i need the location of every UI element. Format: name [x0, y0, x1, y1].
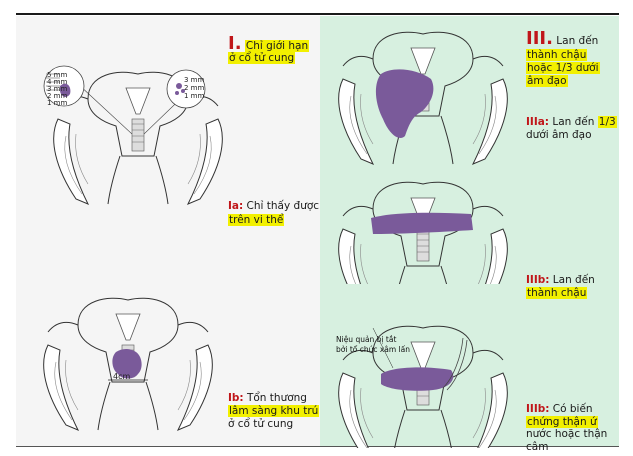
pelvis-diagram-stage-ib: [43, 297, 213, 431]
top-rule: [16, 13, 619, 15]
depth-2mm-label: 2 mm: [47, 92, 68, 100]
stage-iiia-label-line2: dưới âm đạo: [526, 129, 592, 141]
stage-i-label-line2: ở cổ tử cung: [228, 52, 296, 64]
right-panel: [320, 16, 619, 446]
pelvis-diagram-stage-iiib-kidney: [338, 325, 508, 448]
stage-ia-label-line2: trên vi thể: [228, 214, 285, 226]
stage-iiib-kidney-label: IIIb: Có biến: [526, 403, 593, 415]
microscopic-inset-right: [166, 69, 206, 109]
stage-ib-label: Ib: Tổn thương: [228, 392, 307, 404]
stage-iiib-wall-label-line2: thành chậu: [526, 287, 588, 299]
stage-iiib-kidney-label-line3: nước hoặc thận câm: [526, 428, 608, 453]
ureter-note-line2: bởi tổ chức xâm lấn: [336, 345, 411, 354]
depth-3mm-label: 3 mm: [47, 85, 68, 93]
pelvis-diagram-stage-iii: [338, 31, 508, 165]
tumor-size-label: 4cm: [113, 372, 131, 381]
bottom-rule: [16, 446, 619, 447]
depth-1mm-label: 1 mm: [47, 99, 68, 107]
stage-iiib-wall-label: IIIb: Lan đến: [526, 274, 595, 286]
stage-iiib-kidney-label-line2: chứng thận ứ: [526, 416, 598, 428]
depth-5mm-label: 5 mm: [47, 71, 68, 79]
depth-4mm-label: 4 mm: [47, 78, 68, 86]
radius-1mm-label: 1 mm: [184, 92, 205, 100]
radius-2mm-label: 2 mm: [184, 84, 205, 92]
stage-iiib-kidney-label-line4-inline: câm: [526, 441, 549, 453]
stage-ib-label-line3: ở cổ tử cung: [228, 418, 294, 430]
pelvis-diagram-stage-iiib-wall: [338, 181, 508, 284]
stage-iii-label-line2: thành chậu: [526, 49, 588, 61]
stage-iii-label: III. Lan đến: [526, 28, 599, 49]
stage-ib-label-line2: lâm sàng khu trú: [228, 405, 320, 417]
stage-iiia-label: IIIa: Lan đến 1/3: [526, 116, 617, 128]
microscopic-inset-left: [43, 65, 85, 107]
radius-3mm-label: 3 mm: [184, 76, 205, 84]
stage-i-label: I. Chỉ giới hạn: [228, 33, 310, 54]
stage-ia-label: Ia: Chỉ thấy được: [228, 200, 320, 212]
stage-iii-label-line3: hoặc 1/3 dưới: [526, 62, 600, 74]
stage-iii-label-line4: âm đạo: [526, 75, 568, 87]
ureter-note-line1: Niệu quản bị tắt: [336, 335, 397, 344]
